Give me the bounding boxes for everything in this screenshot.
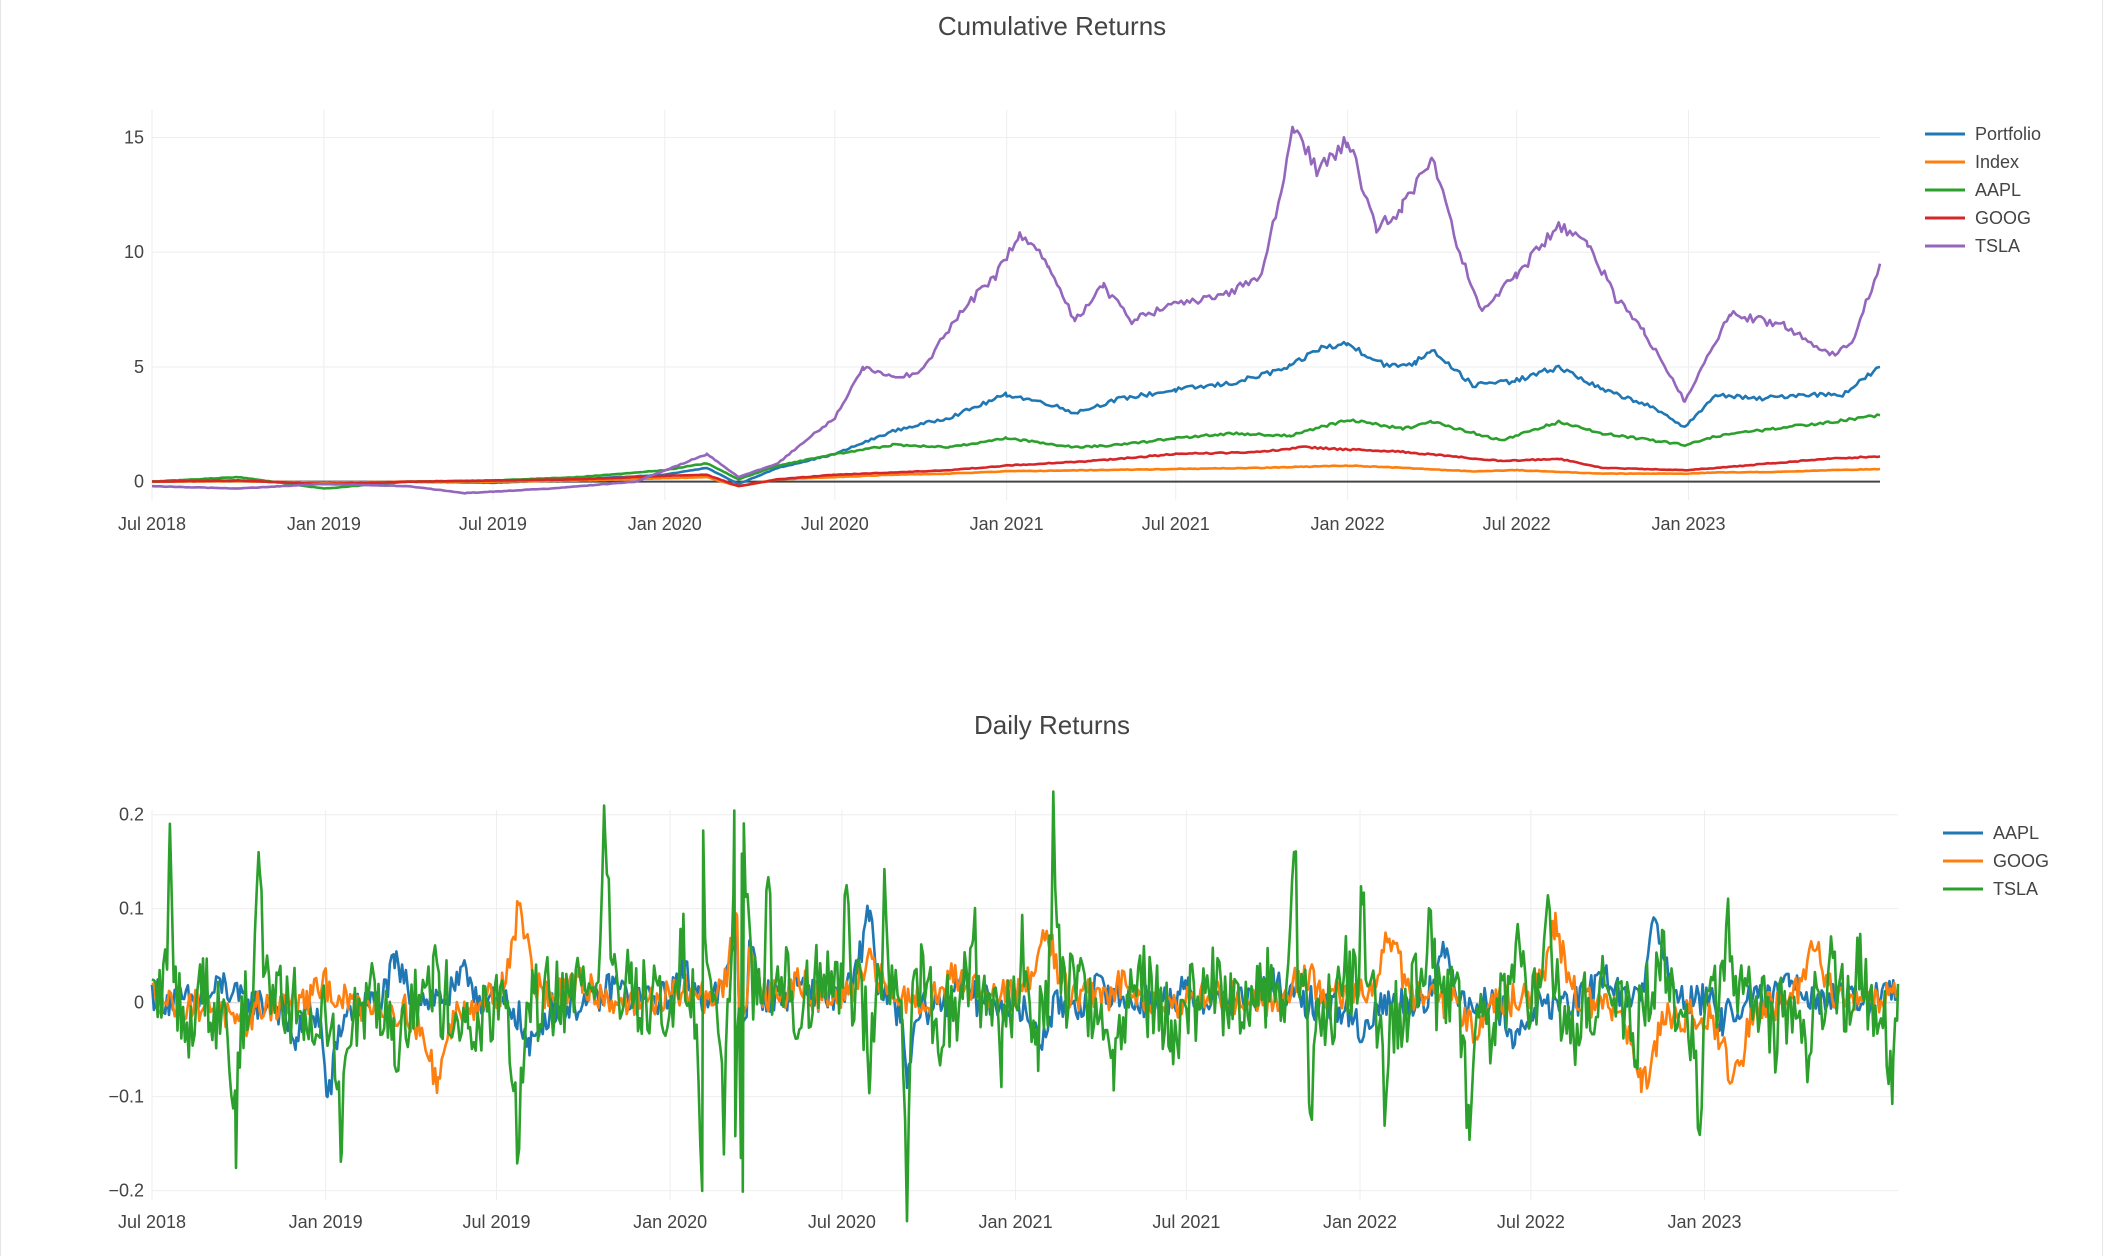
y-tick-label: 5 [134, 357, 144, 377]
y-tick-label: 0 [134, 993, 144, 1013]
y-tick-labels: 0 5 10 15 [124, 128, 144, 492]
x-tick-label: Jul 2019 [462, 1212, 530, 1232]
x-tick-label: Jan 2023 [1667, 1212, 1741, 1232]
legend-label[interactable]: TSLA [1993, 879, 2038, 899]
x-tick-label: Jul 2020 [801, 514, 869, 534]
x-tick-label: Jan 2023 [1651, 514, 1725, 534]
series-line-aapl[interactable] [150, 904, 1900, 1118]
daily-returns-chart: Daily Returns Jul 2018 Jan 2019 Jul 2019 Ja… [108, 710, 2049, 1232]
cumulative-returns-chart: Cumulative Returns Jul 2018 Jan 2019 Jul 2… [118, 11, 2041, 534]
y-tick-label: 0 [134, 472, 144, 492]
y-tick-label: 15 [124, 128, 144, 148]
x-tick-label: Jul 2022 [1497, 1212, 1565, 1232]
series-line-tsla[interactable] [151, 125, 1882, 495]
legend[interactable]: AAPL GOOG TSLA [1943, 823, 2049, 899]
x-tick-label: Jan 2020 [628, 514, 702, 534]
legend-label[interactable]: GOOG [1993, 851, 2049, 871]
x-tick-label: Jan 2019 [289, 1212, 363, 1232]
legend-label[interactable]: Index [1975, 152, 2019, 172]
x-tick-labels: Jul 2018 Jan 2019 Jul 2019 Jan 2020 Jul 2020… [118, 514, 1726, 534]
series-lines [151, 125, 1882, 495]
x-tick-label: Jul 2018 [118, 514, 186, 534]
series-line-goog[interactable] [152, 445, 1881, 488]
series-lines [150, 790, 1900, 1223]
legend-label[interactable]: TSLA [1975, 236, 2020, 256]
x-tick-label: Jan 2021 [970, 514, 1044, 534]
x-tick-label: Jul 2021 [1152, 1212, 1220, 1232]
legend-label[interactable]: AAPL [1993, 823, 2039, 843]
x-tick-labels: Jul 2018 Jan 2019 Jul 2019 Jan 2020 Jul 2020… [118, 1212, 1742, 1232]
series-line-aapl[interactable] [151, 413, 1881, 490]
y-tick-label: −0.1 [108, 1087, 144, 1107]
legend-label[interactable]: AAPL [1975, 180, 2021, 200]
chart-title: Cumulative Returns [938, 11, 1166, 41]
x-tick-label: Jan 2020 [633, 1212, 707, 1232]
x-tick-label: Jan 2021 [979, 1212, 1053, 1232]
y-tick-label: 10 [124, 242, 144, 262]
legend[interactable]: Portfolio Index AAPL GOOG TSLA [1925, 124, 2041, 256]
y-tick-label: 0.2 [119, 805, 144, 825]
x-tick-label: Jan 2022 [1323, 1212, 1397, 1232]
x-tick-label: Jan 2019 [287, 514, 361, 534]
x-tick-label: Jul 2021 [1142, 514, 1210, 534]
y-tick-labels: 0.2 0.1 0 −0.1 −0.2 [108, 805, 144, 1201]
y-tick-label: 0.1 [119, 899, 144, 919]
gridlines [151, 110, 1880, 500]
legend-label[interactable]: GOOG [1975, 208, 2031, 228]
series-line-portfolio[interactable] [151, 340, 1881, 486]
x-tick-label: Jan 2022 [1311, 514, 1385, 534]
chart-title: Daily Returns [974, 710, 1130, 740]
x-tick-label: Jul 2020 [808, 1212, 876, 1232]
x-tick-label: Jul 2019 [459, 514, 527, 534]
legend-label[interactable]: Portfolio [1975, 124, 2041, 144]
x-tick-label: Jul 2022 [1483, 514, 1551, 534]
series-line-tsla[interactable] [151, 790, 1900, 1223]
y-tick-label: −0.2 [108, 1181, 144, 1201]
x-tick-label: Jul 2018 [118, 1212, 186, 1232]
